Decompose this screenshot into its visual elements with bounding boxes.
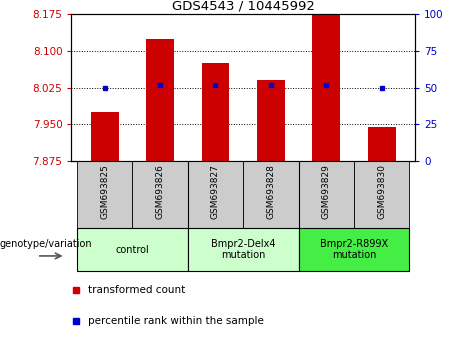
Bar [243, 161, 299, 228]
Text: GSM693827: GSM693827 [211, 164, 220, 219]
Bar [257, 80, 285, 161]
Bar [91, 112, 118, 161]
Bar [188, 161, 243, 228]
Text: Bmpr2-Delx4
mutation: Bmpr2-Delx4 mutation [211, 239, 275, 261]
Bar [299, 228, 409, 271]
Text: GSM693830: GSM693830 [377, 164, 386, 219]
Bar [132, 161, 188, 228]
Text: GSM693826: GSM693826 [155, 164, 165, 219]
Text: control: control [116, 245, 149, 255]
Bar [368, 127, 396, 161]
Bar [188, 228, 299, 271]
Bar [313, 14, 340, 161]
Bar [77, 161, 132, 228]
Title: GDS4543 / 10445992: GDS4543 / 10445992 [172, 0, 314, 13]
Text: percentile rank within the sample: percentile rank within the sample [89, 315, 264, 326]
Bar [201, 63, 229, 161]
Text: transformed count: transformed count [89, 285, 185, 295]
Text: GSM693829: GSM693829 [322, 164, 331, 219]
Text: GSM693825: GSM693825 [100, 164, 109, 219]
Bar [146, 39, 174, 161]
Text: genotype/variation: genotype/variation [0, 239, 93, 249]
Text: Bmpr2-R899X
mutation: Bmpr2-R899X mutation [320, 239, 388, 261]
Bar [354, 161, 409, 228]
Text: GSM693828: GSM693828 [266, 164, 275, 219]
Bar [299, 161, 354, 228]
Bar [77, 228, 188, 271]
